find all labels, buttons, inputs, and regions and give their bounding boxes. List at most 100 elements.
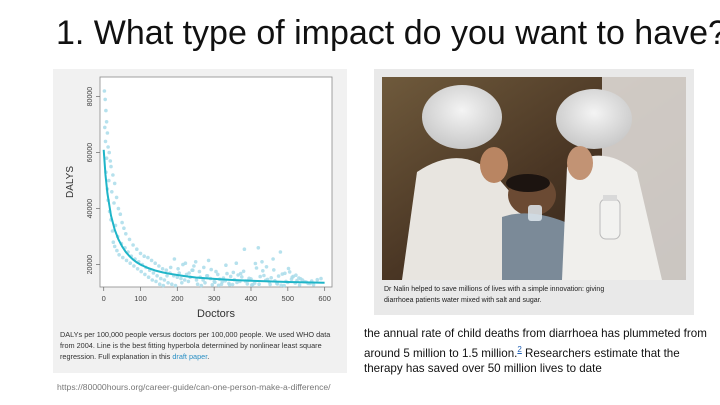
x-tick-label: 200 xyxy=(171,294,184,303)
data-point xyxy=(194,278,199,282)
data-point xyxy=(111,173,115,177)
data-point xyxy=(260,260,264,264)
data-point xyxy=(110,190,114,194)
data-point xyxy=(162,278,167,282)
data-point xyxy=(242,247,247,251)
data-point xyxy=(104,156,109,160)
data-point xyxy=(108,159,113,163)
data-point xyxy=(173,283,178,288)
data-point xyxy=(103,125,107,130)
data-point xyxy=(225,271,229,276)
data-point xyxy=(206,258,211,263)
data-point xyxy=(150,278,155,282)
data-point xyxy=(230,282,235,287)
data-point xyxy=(290,275,294,279)
x-tick-label: 0 xyxy=(102,294,106,303)
data-point xyxy=(216,283,221,288)
data-point xyxy=(254,266,259,270)
data-point xyxy=(135,247,139,251)
data-point xyxy=(157,282,162,286)
data-point xyxy=(245,282,250,286)
data-point xyxy=(214,269,218,274)
data-point xyxy=(186,279,191,284)
data-point xyxy=(112,181,117,186)
chart-caption-end: . xyxy=(207,352,210,361)
data-point xyxy=(261,269,265,273)
data-point xyxy=(249,283,254,287)
data-point xyxy=(172,257,177,261)
data-point xyxy=(262,273,266,278)
data-point xyxy=(268,282,272,287)
data-point xyxy=(135,267,140,271)
data-point xyxy=(107,150,111,155)
footnote-ref-link[interactable]: 2 xyxy=(517,344,522,354)
data-point xyxy=(103,139,108,144)
data-point xyxy=(168,265,173,270)
data-point xyxy=(228,274,233,279)
y-tick-label: 60000 xyxy=(87,143,94,163)
data-point xyxy=(216,272,220,277)
data-point xyxy=(193,260,198,264)
data-point xyxy=(164,268,169,272)
x-axis-ticks: 0 100 200 300 400 500 600 xyxy=(102,287,331,303)
data-point xyxy=(282,283,286,288)
data-point xyxy=(102,89,107,93)
body-text-part-2: Researchers estimate that the therapy ha… xyxy=(364,346,680,375)
data-point xyxy=(175,275,180,279)
data-point xyxy=(166,281,170,285)
slide-title: 1. What type of impact do you want to ha… xyxy=(56,14,720,52)
data-point xyxy=(241,269,246,274)
x-tick-label: 500 xyxy=(282,294,295,303)
data-point xyxy=(227,283,232,287)
data-point xyxy=(104,120,109,124)
photo-caption-line-2: diarrhoea patients water mixed with salt… xyxy=(384,296,542,304)
data-point xyxy=(213,280,217,284)
data-point xyxy=(132,264,136,268)
data-point xyxy=(279,283,283,288)
data-point xyxy=(146,275,151,279)
data-point xyxy=(298,277,303,281)
fit-line xyxy=(102,149,325,284)
data-point xyxy=(103,97,107,102)
data-point xyxy=(271,257,275,261)
data-point xyxy=(235,280,239,285)
chart-caption: DALYs per 100,000 people versus doctors … xyxy=(60,329,342,362)
data-point xyxy=(176,267,180,271)
data-point xyxy=(311,283,316,287)
data-point xyxy=(124,258,129,263)
data-point xyxy=(192,264,196,268)
data-point xyxy=(210,283,215,287)
data-point xyxy=(155,274,159,278)
data-point xyxy=(127,237,132,242)
data-point xyxy=(159,276,163,281)
data-point xyxy=(161,283,166,288)
data-point xyxy=(124,232,128,236)
data-point xyxy=(315,277,320,282)
draft-paper-link[interactable]: draft paper xyxy=(172,352,208,361)
data-point xyxy=(183,261,188,265)
data-point xyxy=(283,271,287,276)
data-point xyxy=(116,206,121,211)
data-point xyxy=(195,282,200,286)
data-point xyxy=(256,246,261,250)
data-point xyxy=(112,244,117,249)
data-point xyxy=(111,240,116,244)
body-paragraph: the annual rate of child deaths from dia… xyxy=(364,326,714,376)
data-point xyxy=(165,274,169,278)
data-point xyxy=(276,274,281,278)
data-point xyxy=(107,178,111,183)
y-tick-label: 40000 xyxy=(87,199,94,219)
data-point xyxy=(264,265,269,269)
data-point xyxy=(269,276,273,280)
x-tick-label: 400 xyxy=(245,294,258,303)
data-point xyxy=(287,270,292,274)
data-point xyxy=(209,267,213,272)
data-point xyxy=(199,283,204,288)
data-point xyxy=(182,278,187,282)
data-point xyxy=(120,220,124,225)
data-point xyxy=(142,254,146,258)
data-point xyxy=(205,274,210,278)
data-point xyxy=(122,226,126,230)
data-point xyxy=(180,281,184,285)
data-point xyxy=(231,270,236,275)
